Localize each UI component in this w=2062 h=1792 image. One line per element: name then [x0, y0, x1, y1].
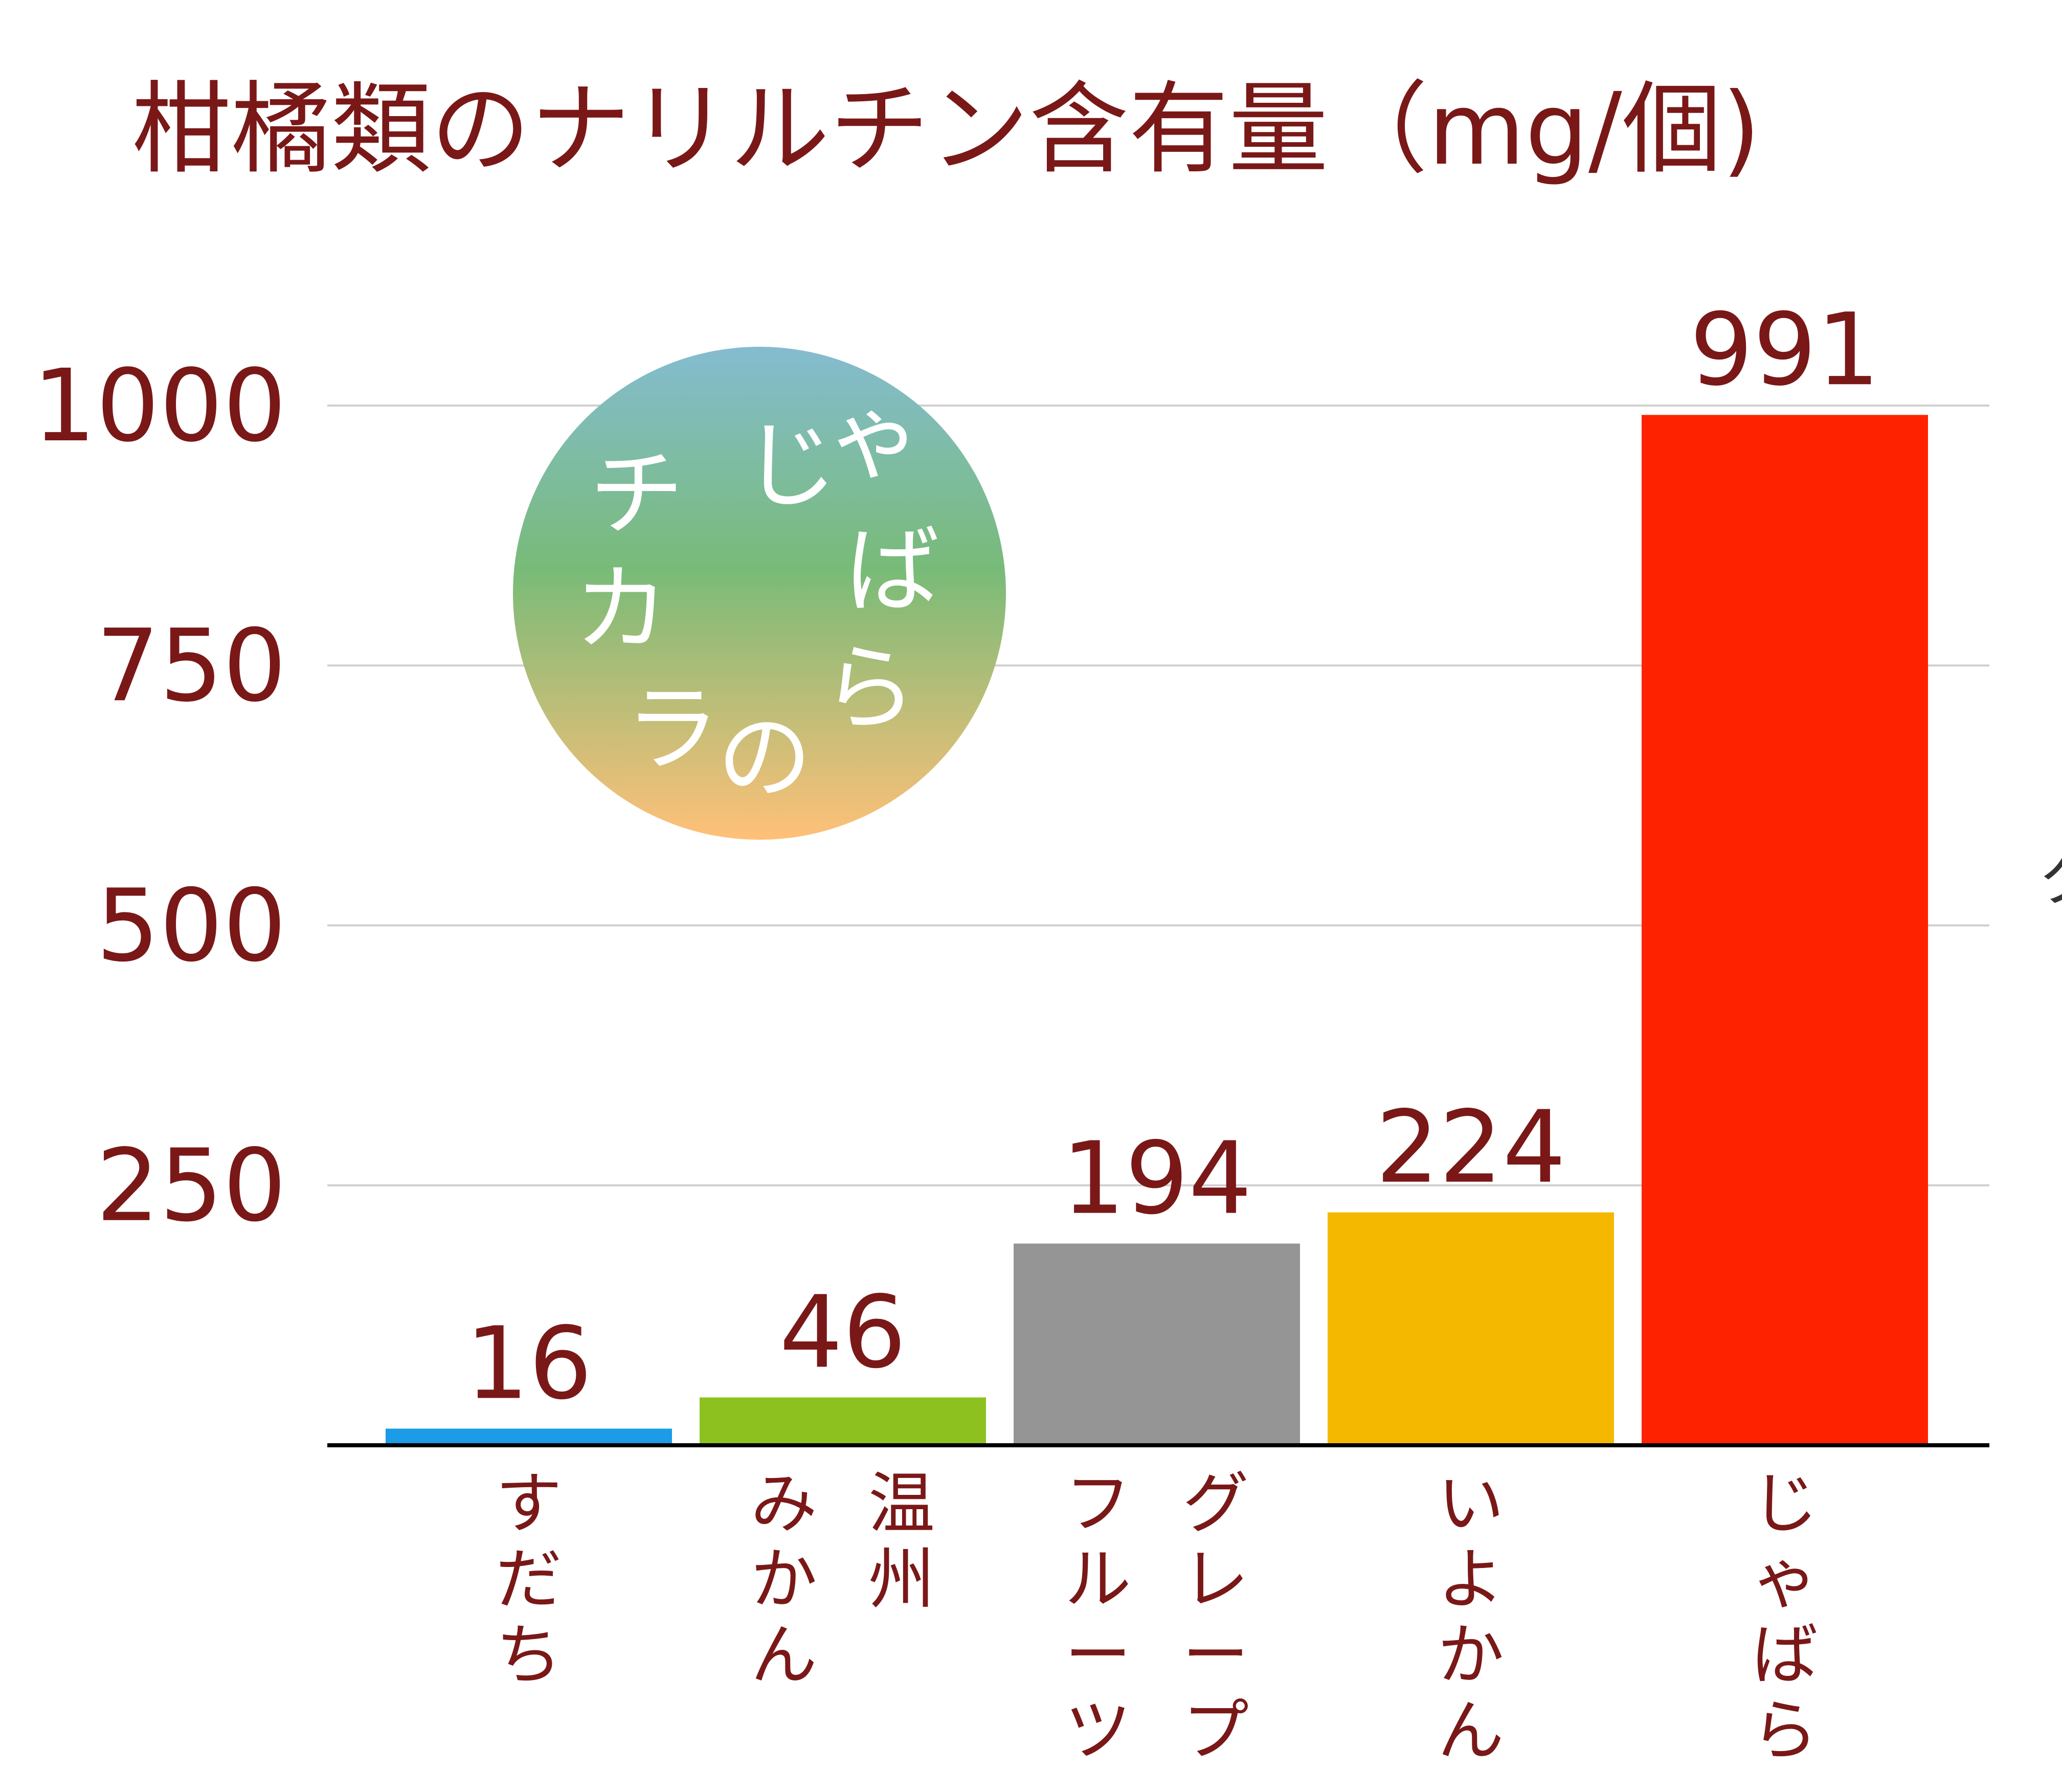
x-tick-label-char: ー	[1065, 1616, 1131, 1694]
bar	[1014, 1243, 1300, 1445]
logo-char: じ	[743, 411, 838, 521]
x-tick-label-char: ち	[496, 1616, 562, 1694]
y-tick-label: 250	[96, 1128, 286, 1244]
logo-char: チ	[590, 439, 684, 549]
y-tick-label: 1000	[33, 348, 286, 464]
x-tick-label-char: ル	[1065, 1540, 1131, 1618]
x-tick-label-char: ん	[751, 1616, 817, 1694]
data-label: 991	[1690, 292, 1880, 408]
x-tick-label-char: か	[1438, 1616, 1504, 1694]
logo-char: ら	[822, 633, 917, 744]
x-tick-label-char: レ	[1182, 1540, 1249, 1618]
chart-title: 柑橘類のナリルチン含有量（mg/個)	[131, 71, 1761, 187]
x-tick-label-char: ん	[1438, 1692, 1504, 1769]
data-label: 16	[465, 1305, 592, 1421]
x-tick-label-char: フ	[1065, 1465, 1131, 1542]
bars	[386, 415, 1928, 1445]
edge-fragment-text: ク	[2038, 844, 2062, 915]
x-tick-label-char: じ	[1752, 1465, 1818, 1542]
x-tick-label-char: い	[1438, 1465, 1504, 1542]
logo-char: ゃ	[827, 383, 922, 493]
logo-char: カ	[574, 554, 669, 664]
x-tick-label-char: す	[496, 1465, 562, 1542]
bar	[700, 1397, 986, 1445]
x-tick-label-char: ー	[1182, 1616, 1249, 1694]
y-tick-label: 750	[96, 608, 286, 724]
bar	[386, 1428, 672, 1445]
logo-char: ば	[845, 516, 940, 626]
x-tick-label-char: グ	[1182, 1465, 1249, 1542]
x-tick-label: 温州	[868, 1465, 935, 1618]
jabara-logo-seal: チじゃカ ばらラの	[513, 347, 1006, 840]
x-tick-label-char: よ	[1438, 1540, 1504, 1618]
x-tick-label-char: 州	[868, 1540, 935, 1618]
x-tick-label-char: ら	[1752, 1692, 1818, 1769]
logo-char: ラ	[625, 674, 720, 785]
y-axis-ticks: 250 500 750 1000	[33, 348, 286, 1244]
x-tick-label-char: プ	[1182, 1692, 1249, 1769]
x-tick-label-char: ゃ	[1752, 1540, 1818, 1618]
x-tick-label: すだち	[496, 1465, 562, 1694]
x-tick-label-char: み	[751, 1465, 817, 1542]
data-label: 194	[1062, 1121, 1252, 1237]
data-label: 46	[779, 1274, 906, 1390]
data-labels: 16 46 194 224 991	[465, 292, 1880, 1421]
x-tick-label-char: か	[751, 1540, 817, 1618]
y-tick-label: 500	[96, 868, 286, 984]
x-tick-label-char: 温	[868, 1465, 935, 1542]
x-tick-label-char: ば	[1752, 1616, 1818, 1694]
logo-circle	[513, 347, 1006, 840]
bar	[1642, 415, 1928, 1445]
x-tick-label-char: ツ	[1065, 1692, 1131, 1769]
logo-char: の	[718, 702, 812, 813]
data-label: 224	[1376, 1089, 1566, 1205]
x-tick-label-char: だ	[496, 1540, 562, 1618]
x-tick-label: みかん	[751, 1465, 817, 1694]
bar	[1328, 1212, 1614, 1445]
